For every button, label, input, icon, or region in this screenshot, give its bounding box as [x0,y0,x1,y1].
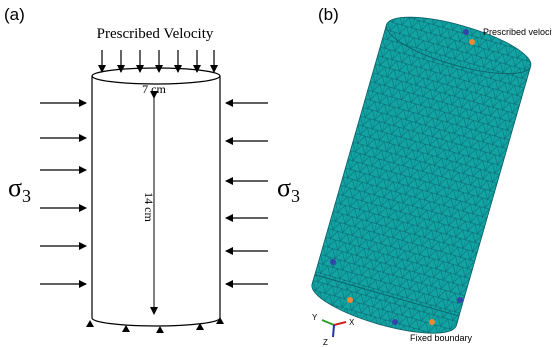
supports [86,317,224,333]
diameter-label: 7 cm [142,82,166,96]
panel-a: (a) Prescribed Velocity σ3 σ3 7 cm 14 cm [4,5,300,333]
panel-label: (b) [318,5,339,24]
sigma-symbol: σ [8,173,22,202]
sigma-left: σ3 [8,173,31,206]
figure: (a) Prescribed Velocity σ3 σ3 7 cm 14 cm [0,0,552,347]
right-arrows [226,103,268,284]
left-arrows [40,103,86,284]
bottom-label: Fixed boundary [410,333,473,343]
axis-label: Z [323,338,328,347]
axis-label: X [349,318,355,327]
sigma-symbol: σ [277,173,291,202]
panel-b: (b) Prescribed velocity Fixed boundary Y… [307,5,552,347]
height-label: 14 cm [142,192,156,222]
top-label: Prescribed velocity [483,27,552,37]
axis-label: Y [312,313,318,322]
sigma-subscript: 3 [291,186,300,206]
top-label: Prescribed Velocity [97,26,214,42]
sigma-subscript: 3 [22,186,31,206]
panel-label: (a) [4,5,25,24]
mesh-cylinder [307,6,537,345]
axis-triad: Y X Z [312,313,355,347]
sigma-right: σ3 [277,173,300,206]
top-arrows [102,50,214,72]
